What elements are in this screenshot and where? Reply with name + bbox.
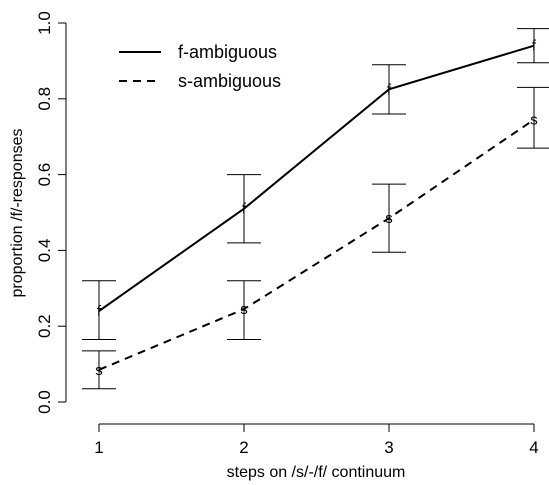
data-point: f <box>387 81 392 98</box>
data-point: s <box>95 362 103 379</box>
error-bar <box>517 86 549 149</box>
y-ticks: 0.0 0.2 0.4 0.6 0.8 1.0 <box>35 11 66 414</box>
data-point: s <box>530 112 538 129</box>
y-tick-label: 1.0 <box>35 11 54 35</box>
x-ticks: 1 2 3 4 <box>94 424 539 457</box>
y-tick-label: 0.4 <box>35 239 54 263</box>
axes <box>65 23 534 425</box>
data-point: s <box>385 210 393 227</box>
plot-area: f f f f s s s s <box>82 28 549 390</box>
x-tick-label: 1 <box>94 438 103 457</box>
error-bar <box>517 28 549 64</box>
x-tick-label: 2 <box>239 438 248 457</box>
y-axis-title: proportion /f/-responses <box>9 129 26 298</box>
legend-label: s-ambiguous <box>178 71 281 91</box>
error-bar <box>227 280 261 340</box>
error-bar <box>82 280 116 340</box>
error-bar <box>372 64 406 115</box>
y-tick-label: 0.2 <box>35 314 54 338</box>
x-tick-label: 3 <box>384 438 393 457</box>
legend-label: f-ambiguous <box>178 42 277 62</box>
y-tick-label: 0.6 <box>35 163 54 187</box>
error-bar <box>82 350 116 390</box>
data-point: f <box>97 303 102 320</box>
data-point: f <box>242 201 247 218</box>
x-tick-label: 4 <box>529 438 538 457</box>
series-s-ambiguous: s s s s <box>82 86 549 390</box>
data-point: s <box>240 301 248 318</box>
x-axis-title: steps on /s/-/f/ continuum <box>227 464 406 481</box>
series-f-ambiguous: f f f f <box>82 28 549 340</box>
legend: f-ambiguous s-ambiguous <box>119 42 281 91</box>
y-tick-label: 0.8 <box>35 87 54 111</box>
data-point: f <box>532 38 537 55</box>
series-line <box>98 44 535 312</box>
error-bar <box>372 183 406 253</box>
error-bar <box>227 174 261 244</box>
series-line <box>98 118 535 371</box>
y-tick-label: 0.0 <box>35 390 54 414</box>
